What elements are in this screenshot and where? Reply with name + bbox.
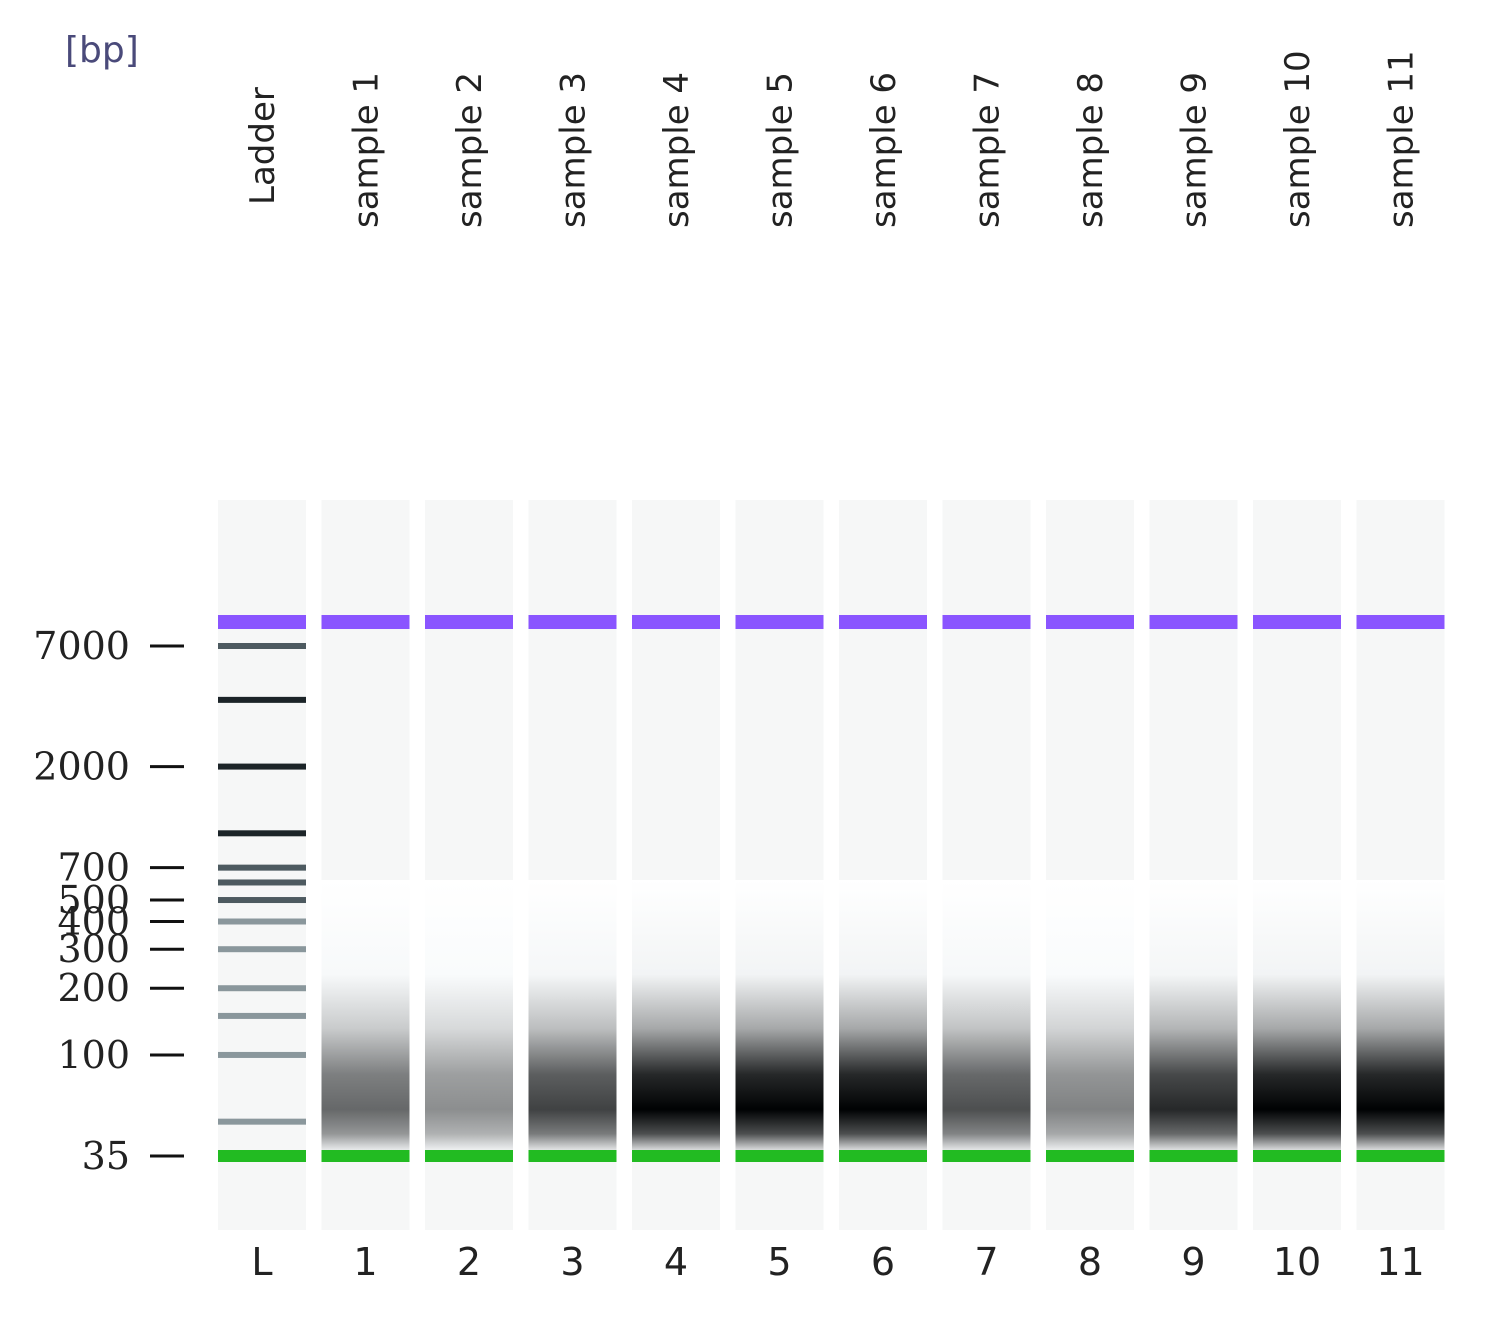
ladder-band bbox=[218, 985, 306, 992]
lane-3 bbox=[528, 500, 617, 1230]
lane-name: sample 9 bbox=[1175, 72, 1215, 228]
sample-smear bbox=[321, 880, 410, 1150]
lane-number: 3 bbox=[560, 1240, 584, 1284]
lane-10 bbox=[1253, 500, 1341, 1230]
lane-4 bbox=[632, 500, 720, 1230]
lane-name: sample 4 bbox=[657, 72, 697, 228]
ladder-band bbox=[218, 1118, 306, 1125]
sample-smear bbox=[1149, 880, 1238, 1150]
upper-marker-band bbox=[1149, 615, 1238, 629]
upper-marker-band bbox=[1253, 615, 1341, 629]
size-label-100: 100 bbox=[57, 1033, 130, 1077]
lane-number: L bbox=[251, 1240, 272, 1284]
lane-name: sample 3 bbox=[554, 72, 594, 228]
size-label-700: 700 bbox=[57, 846, 130, 890]
ladder-band bbox=[218, 1012, 306, 1019]
lane-name: sample 7 bbox=[968, 72, 1008, 228]
lower-marker-band bbox=[1253, 1150, 1341, 1162]
lane-9 bbox=[1149, 500, 1238, 1230]
sample-smear bbox=[735, 880, 824, 1150]
lane-name: sample 1 bbox=[347, 72, 387, 228]
ladder-band bbox=[218, 1051, 306, 1058]
lane-11 bbox=[1356, 500, 1445, 1230]
ladder-band bbox=[218, 830, 306, 837]
upper-marker-band bbox=[425, 615, 513, 629]
ladder-band bbox=[218, 946, 306, 953]
lane-2 bbox=[425, 500, 513, 1230]
lower-marker-band bbox=[735, 1150, 824, 1162]
lower-marker-band bbox=[528, 1150, 617, 1162]
sample-smear bbox=[1253, 880, 1341, 1150]
ladder-band bbox=[218, 897, 306, 904]
upper-marker-band bbox=[218, 615, 306, 629]
sample-smear bbox=[425, 880, 513, 1150]
lane-name: sample 6 bbox=[864, 72, 904, 228]
lane-6 bbox=[839, 500, 927, 1230]
lower-marker-band bbox=[218, 1150, 306, 1162]
ladder-band bbox=[218, 643, 306, 649]
sample-smear bbox=[942, 880, 1031, 1150]
ladder-band bbox=[218, 918, 306, 925]
lane-number: 10 bbox=[1273, 1240, 1321, 1284]
lane-name: Ladder bbox=[243, 87, 283, 205]
size-label-300: 300 bbox=[57, 927, 130, 971]
ladder-band bbox=[218, 879, 306, 886]
ladder-band bbox=[218, 864, 306, 871]
sample-smear bbox=[528, 880, 617, 1150]
lane-number: 6 bbox=[871, 1240, 895, 1284]
upper-marker-band bbox=[528, 615, 617, 629]
lane-7 bbox=[942, 500, 1031, 1230]
lane-number: 11 bbox=[1376, 1240, 1424, 1284]
lane-number: 1 bbox=[353, 1240, 377, 1284]
lane-name: sample 2 bbox=[450, 72, 490, 228]
lane-1 bbox=[321, 500, 410, 1230]
lane-8 bbox=[1046, 500, 1134, 1230]
lane-name: sample 8 bbox=[1071, 72, 1111, 228]
lane-number: 2 bbox=[457, 1240, 481, 1284]
upper-marker-band bbox=[321, 615, 410, 629]
lower-marker-band bbox=[1356, 1150, 1445, 1162]
size-label-400: 400 bbox=[57, 900, 130, 944]
lower-marker-band bbox=[632, 1150, 720, 1162]
lane-number: 4 bbox=[664, 1240, 688, 1284]
size-label-200: 200 bbox=[57, 966, 130, 1010]
ladder-band bbox=[218, 696, 306, 703]
sample-smear bbox=[839, 880, 927, 1150]
lower-marker-band bbox=[425, 1150, 513, 1162]
lane-name: sample 10 bbox=[1278, 50, 1318, 228]
size-label-500: 500 bbox=[57, 878, 130, 922]
lane-L bbox=[218, 500, 306, 1230]
size-label-2000: 2000 bbox=[33, 745, 130, 789]
lower-marker-band bbox=[321, 1150, 410, 1162]
lane-name: sample 5 bbox=[761, 72, 801, 228]
lower-marker-band bbox=[1149, 1150, 1238, 1162]
upper-marker-band bbox=[735, 615, 824, 629]
lane-name: sample 11 bbox=[1382, 50, 1422, 228]
upper-marker-band bbox=[1356, 615, 1445, 629]
lane-number: 7 bbox=[974, 1240, 998, 1284]
lane-number: 9 bbox=[1181, 1240, 1205, 1284]
upper-marker-band bbox=[632, 615, 720, 629]
lower-marker-band bbox=[1046, 1150, 1134, 1162]
lower-marker-band bbox=[839, 1150, 927, 1162]
upper-marker-band bbox=[942, 615, 1031, 629]
size-label-35: 35 bbox=[82, 1134, 130, 1178]
upper-marker-band bbox=[839, 615, 927, 629]
lanes bbox=[218, 500, 1445, 1230]
ladder-band bbox=[218, 763, 306, 770]
lane-number: 5 bbox=[767, 1240, 791, 1284]
sample-smear bbox=[632, 880, 720, 1150]
upper-marker-band bbox=[1046, 615, 1134, 629]
lane-number: 8 bbox=[1078, 1240, 1102, 1284]
lane-5 bbox=[735, 500, 824, 1230]
sample-smear bbox=[1046, 880, 1134, 1150]
unit-label: [bp] bbox=[65, 30, 139, 71]
sample-smear bbox=[1356, 880, 1445, 1150]
size-label-7000: 7000 bbox=[33, 624, 130, 668]
lower-marker-band bbox=[942, 1150, 1031, 1162]
